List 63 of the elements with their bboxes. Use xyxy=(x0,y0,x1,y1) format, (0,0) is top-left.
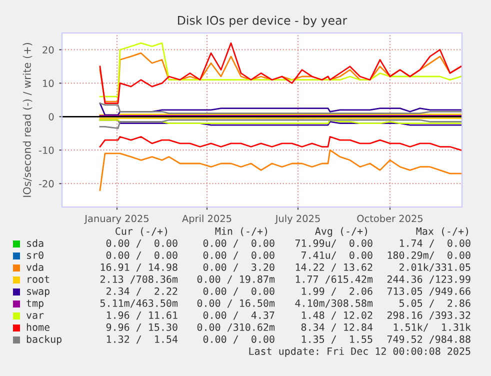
legend-label: home xyxy=(26,323,50,331)
text: 14.22 / 13.62 xyxy=(296,263,372,272)
x-tick-label: April 2025 xyxy=(182,214,232,224)
text: 0.00 / 0.00 xyxy=(203,335,274,344)
text: 0.00 / 0.00 xyxy=(106,251,178,260)
text: 5.11m/463.50m xyxy=(100,299,178,308)
text: 0.00 / 0.00 xyxy=(106,239,178,248)
text: 5.05 / 2.86 xyxy=(399,299,470,308)
text: Min (-/+) xyxy=(215,227,268,236)
legend-label: backup xyxy=(26,335,62,345)
line-series xyxy=(99,149,462,191)
chart-title: Disk IOs per device - by year xyxy=(178,16,348,28)
text: 0.00 / 0.00 xyxy=(203,239,274,248)
text: 2.01k/331.05 xyxy=(400,263,470,272)
legend-label: swap xyxy=(27,289,50,297)
legend-label: sda xyxy=(27,239,44,247)
text: Avg (-/+) xyxy=(315,227,368,237)
text: 1.74 / 0.00 xyxy=(400,239,470,248)
text: 1.77 /615.42m xyxy=(296,275,373,284)
legend-label: var xyxy=(26,313,44,319)
text: 0.00 /310.62m xyxy=(197,323,275,332)
text: 713.05 /949.66 xyxy=(387,287,470,296)
y-tick-label: 10 xyxy=(43,80,54,88)
y-tick-label: 0 xyxy=(48,113,54,120)
text: 9.96 / 15.30 xyxy=(106,323,178,332)
text: 7.41u/ 0.00 xyxy=(301,251,372,260)
text: 8.34 / 12.84 xyxy=(301,323,373,332)
text: 180.29m/ 0.00 xyxy=(388,251,470,260)
text: Cur (-/+) xyxy=(116,227,168,236)
y-tick-label: -10 xyxy=(38,146,54,154)
text: 4.10m/308.58m xyxy=(295,299,373,308)
text: 0.00 / 0.00 xyxy=(203,287,274,296)
text: 0.00 / 3.20 xyxy=(203,263,274,272)
text: 71.99u/ 0.00 xyxy=(295,239,372,248)
text: 0.00 / 4.37 xyxy=(203,311,274,320)
text: 1.35 / 1.55 xyxy=(302,335,372,344)
text: 2.34 / 2.22 xyxy=(106,287,178,296)
legend-label: vda xyxy=(26,263,44,271)
legend-label: sr0 xyxy=(27,251,44,259)
text: 16.91 / 14.98 xyxy=(100,263,178,272)
x-tick-label: October 2025 xyxy=(357,214,423,222)
text: 244.36 /123.99 xyxy=(387,275,470,284)
text: 1.48 / 12.02 xyxy=(302,311,372,320)
text: 1.32 / 1.54 xyxy=(106,335,178,344)
text: Last update: Fri Dec 12 00:00:08 2025 xyxy=(249,347,470,357)
y-axis-title: IOs/second read (-) / write (+) xyxy=(22,42,32,197)
text: Max (-/+) xyxy=(416,227,468,236)
text: 298.16 /393.32 xyxy=(387,311,470,320)
line-series xyxy=(99,136,462,151)
x-tick-label: July 2025 xyxy=(274,214,320,224)
legend-label: root xyxy=(28,276,50,283)
text: 0.00 / 0.00 xyxy=(203,251,274,260)
text: 0.00 / 16.50m xyxy=(197,299,275,308)
text: 1.99 / 2.06 xyxy=(302,287,372,296)
text: 2.13 /708.36m xyxy=(100,275,178,284)
y-tick-label: -20 xyxy=(38,180,54,188)
x-tick-label: January 2025 xyxy=(84,214,148,224)
text: 1.51k/ 1.31k xyxy=(394,323,471,332)
text: 749.52 /984.88 xyxy=(387,335,470,344)
y-tick-label: 20 xyxy=(42,46,54,54)
legend-label: tmp xyxy=(26,300,44,309)
text: 1.96 / 11.61 xyxy=(106,311,178,320)
text: 0.00 / 19.87m xyxy=(197,275,275,284)
